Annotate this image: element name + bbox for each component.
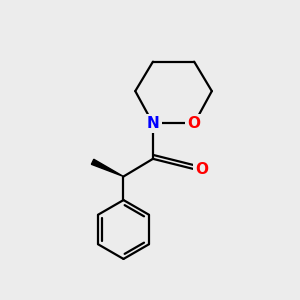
Text: O: O <box>195 162 208 177</box>
Text: N: N <box>147 116 159 131</box>
Polygon shape <box>92 159 124 176</box>
Text: O: O <box>188 116 201 131</box>
